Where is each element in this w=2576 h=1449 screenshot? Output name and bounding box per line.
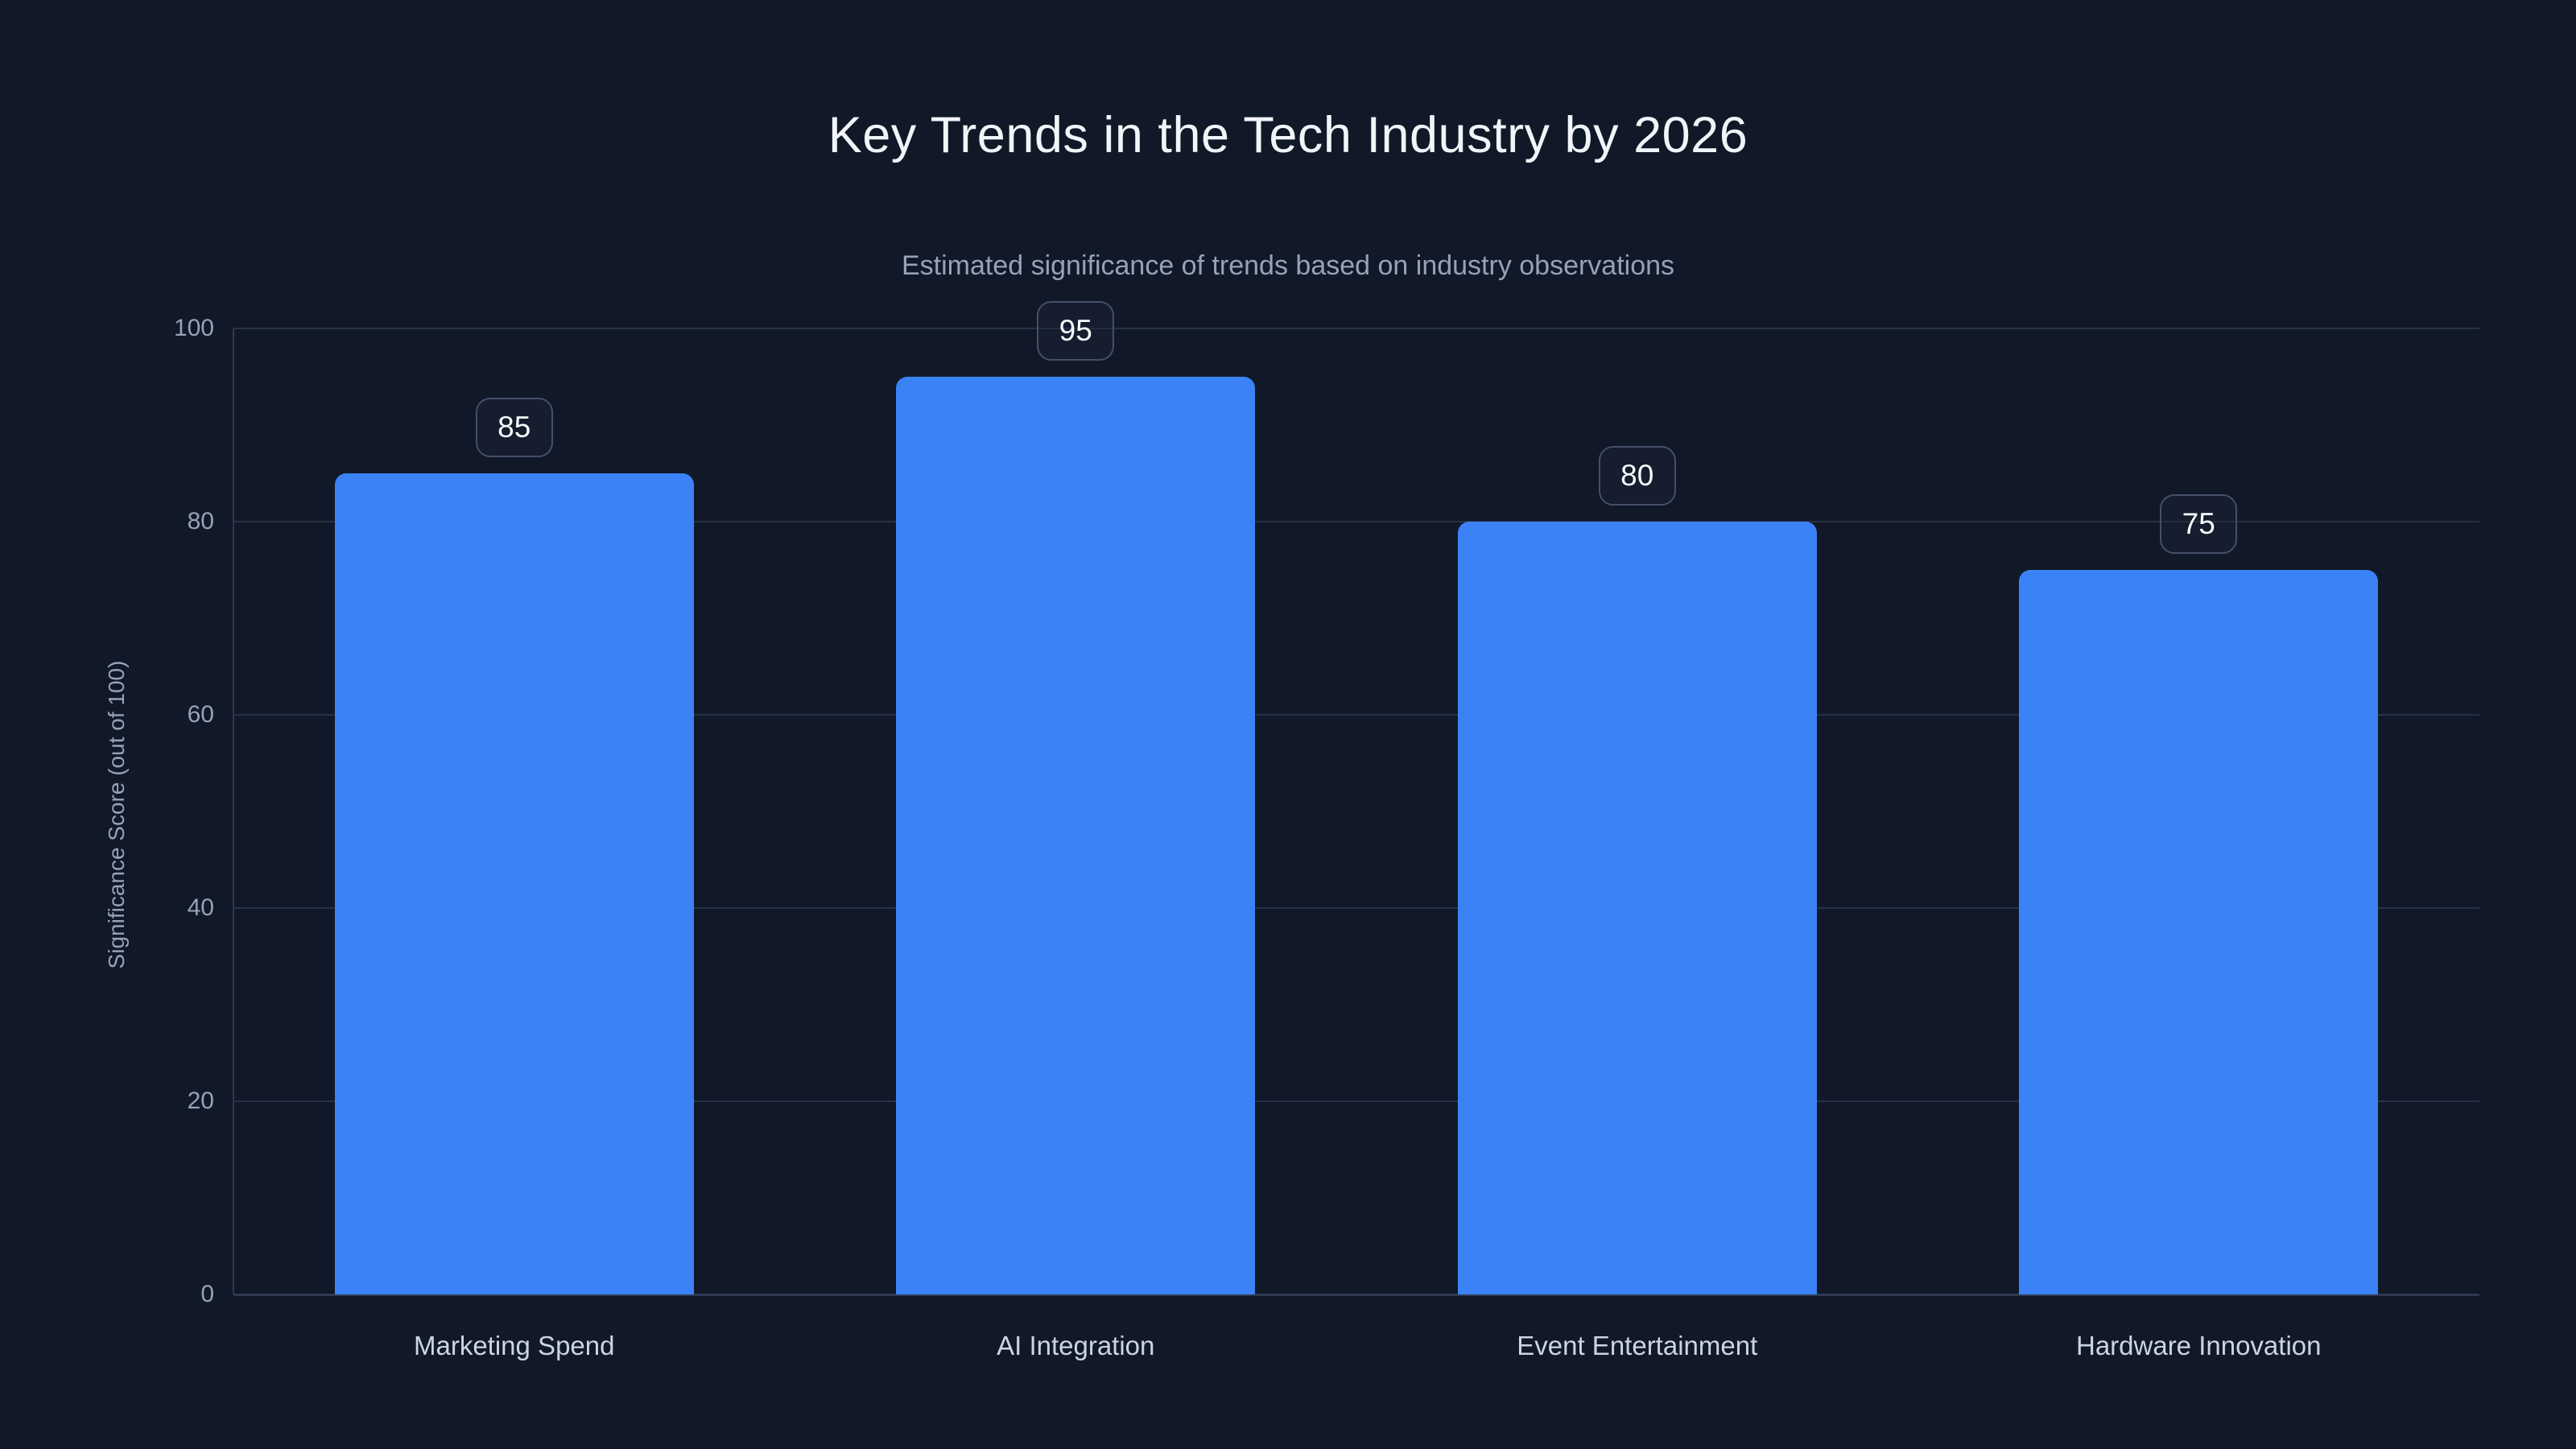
chart-title: Key Trends in the Tech Industry by 2026 [828, 107, 1748, 163]
y-tick-label-40: 40 [187, 894, 214, 921]
y-tick-label-80: 80 [187, 508, 214, 535]
y-tick-label-20: 20 [187, 1088, 214, 1114]
chart-subtitle: Estimated significance of trends based o… [901, 250, 1675, 281]
category-label-marketing-spend: Marketing Spend [414, 1331, 615, 1360]
y-tick-label-60: 60 [187, 701, 214, 728]
gridline-40 [233, 907, 2479, 909]
category-label-ai-integration: AI Integration [997, 1331, 1155, 1360]
bar-hardware-innovation[interactable] [2019, 570, 2379, 1294]
bar-event-entertainment[interactable] [1457, 522, 1817, 1294]
y-tick-label-100: 100 [173, 315, 214, 341]
category-label-event-entertainment: Event Entertainment [1517, 1331, 1758, 1360]
gridline-80 [233, 521, 2479, 522]
value-badge-hardware-innovation: 75 [2160, 494, 2238, 554]
gridline-20 [233, 1100, 2479, 1102]
x-axis-line [233, 1294, 2479, 1296]
bar-marketing-spend[interactable] [334, 473, 694, 1294]
gridline-100 [233, 328, 2479, 329]
value-badge-event-entertainment: 80 [1598, 446, 1676, 506]
y-tick-label-0: 0 [200, 1281, 214, 1307]
bar-ai-integration[interactable] [896, 377, 1256, 1294]
gridline-60 [233, 714, 2479, 716]
y-axis-line [233, 328, 234, 1294]
category-label-hardware-innovation: Hardware Innovation [2075, 1331, 2322, 1360]
value-badge-ai-integration: 95 [1037, 301, 1115, 361]
plot-area: 0 20 40 60 80 100 85 Marketing Spend 95 AI Integr… [174, 301, 2479, 1360]
value-badge-marketing-spend: 85 [475, 398, 553, 457]
